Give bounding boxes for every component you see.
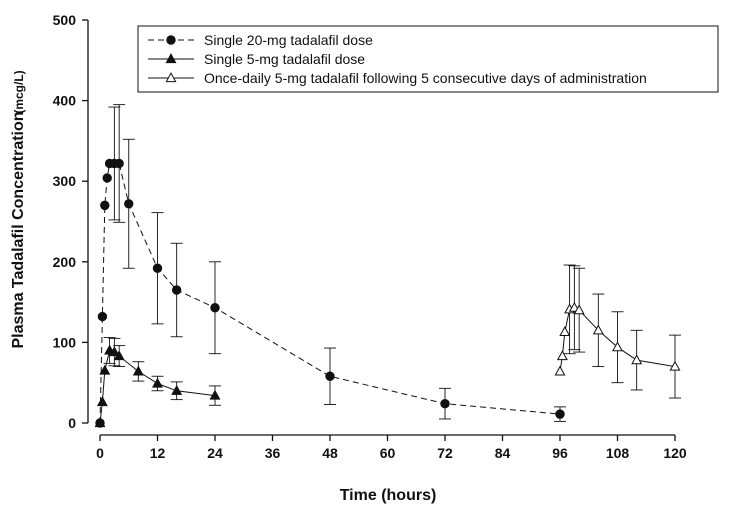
data-point (171, 285, 182, 295)
x-axis-title: Time (hours) (340, 487, 437, 504)
x-tick-label: 84 (495, 445, 511, 461)
data-point (114, 158, 124, 169)
data-point (94, 417, 106, 428)
x-tick-label: 48 (322, 445, 338, 461)
legend: Single 20-mg tadalafil dose Single 5-mg t… (137, 25, 719, 93)
series-2 (94, 337, 221, 428)
data-point (592, 324, 604, 335)
data-point (559, 326, 571, 336)
y-axis-unit: (mcg/L) (12, 70, 26, 113)
legend-label: Single 5-mg tadalafil dose (204, 51, 365, 67)
x-tick-label: 24 (207, 445, 223, 461)
data-point (440, 398, 450, 409)
x-tick-label: 36 (265, 445, 281, 461)
y-tick-label: 300 (53, 173, 77, 189)
series-layer (94, 104, 681, 428)
x-tick-label: 72 (437, 445, 453, 461)
y-tick-label: 400 (53, 93, 77, 109)
y-tick-label: 100 (53, 334, 77, 350)
data-point (99, 364, 111, 375)
data-point (132, 365, 144, 376)
data-point (555, 409, 565, 419)
y-tick-label: 200 (53, 254, 77, 270)
x-tick-label: 108 (606, 445, 630, 461)
data-point (171, 384, 183, 395)
legend-swatch-marker (165, 53, 177, 64)
data-point (325, 371, 335, 381)
data-point (113, 350, 125, 361)
data-point (556, 350, 568, 361)
data-point (100, 200, 110, 211)
data-point (631, 354, 643, 365)
legend-swatch-marker (165, 72, 177, 83)
legend-item-2: Single 5-mg tadalafil dose (148, 51, 365, 67)
legend-label: Once-daily 5-mg tadalafil following 5 co… (204, 70, 647, 86)
x-tick-label: 60 (380, 445, 396, 461)
data-point (108, 346, 120, 357)
x-tick-label: 96 (552, 445, 568, 461)
x-tick-label: 120 (663, 445, 687, 461)
data-point (573, 304, 585, 315)
data-point (554, 365, 566, 376)
x-tick-label: 12 (150, 445, 166, 461)
data-point (209, 389, 221, 400)
data-point (102, 173, 112, 183)
legend-item-1: Single 20-mg tadalafil dose (148, 32, 373, 48)
data-point (152, 263, 163, 273)
data-point (96, 396, 108, 407)
y-tick-label: 500 (53, 12, 77, 28)
data-point (210, 303, 220, 313)
data-point (97, 311, 108, 322)
legend-box (137, 25, 719, 93)
legend-swatch-marker (166, 35, 176, 45)
data-point (669, 360, 681, 371)
y-tick-label: 0 (68, 415, 76, 431)
axes: 0 100 200 300 400 500 0 12 24 36 48 60 72 84 96 108 120 (53, 12, 687, 461)
series-3 (554, 264, 681, 399)
data-point (612, 341, 623, 352)
data-point (152, 377, 163, 388)
legend-label: Single 20-mg tadalafil dose (204, 32, 373, 48)
legend-item-3: Once-daily 5-mg tadalafil following 5 co… (148, 70, 647, 86)
y-axis-title: Plasma Tadalafil Concentration (10, 111, 27, 348)
data-point (124, 199, 134, 209)
x-tick-label: 0 (96, 445, 104, 461)
series-1 (95, 104, 566, 428)
